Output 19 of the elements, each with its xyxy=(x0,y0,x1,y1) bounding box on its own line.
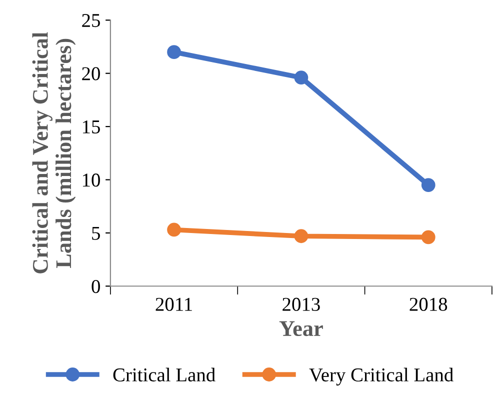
y-tick-label: 20 xyxy=(82,67,100,80)
point xyxy=(421,178,436,192)
y-tick-label: 10 xyxy=(82,174,100,187)
point xyxy=(421,230,436,244)
x-tick-label: 2013 xyxy=(282,298,320,311)
y-tick-label: 25 xyxy=(82,14,100,28)
point xyxy=(294,229,308,244)
y-tick-label: 5 xyxy=(92,226,100,240)
x-tick-label: 2018 xyxy=(410,298,448,311)
y-tick-label: 15 xyxy=(82,120,100,134)
point xyxy=(294,70,308,85)
legend-label: Very Critical Land xyxy=(309,368,454,386)
x-axis-title: Year xyxy=(279,321,323,336)
x-tick-label: 2011 xyxy=(156,298,192,311)
point xyxy=(167,222,181,237)
y-axis-title: Critical and Very Critical Lands (million hectares) xyxy=(32,32,76,274)
y-tick-label: 0 xyxy=(92,280,100,294)
legend-label: Critical Land xyxy=(113,368,216,382)
point xyxy=(167,45,181,60)
